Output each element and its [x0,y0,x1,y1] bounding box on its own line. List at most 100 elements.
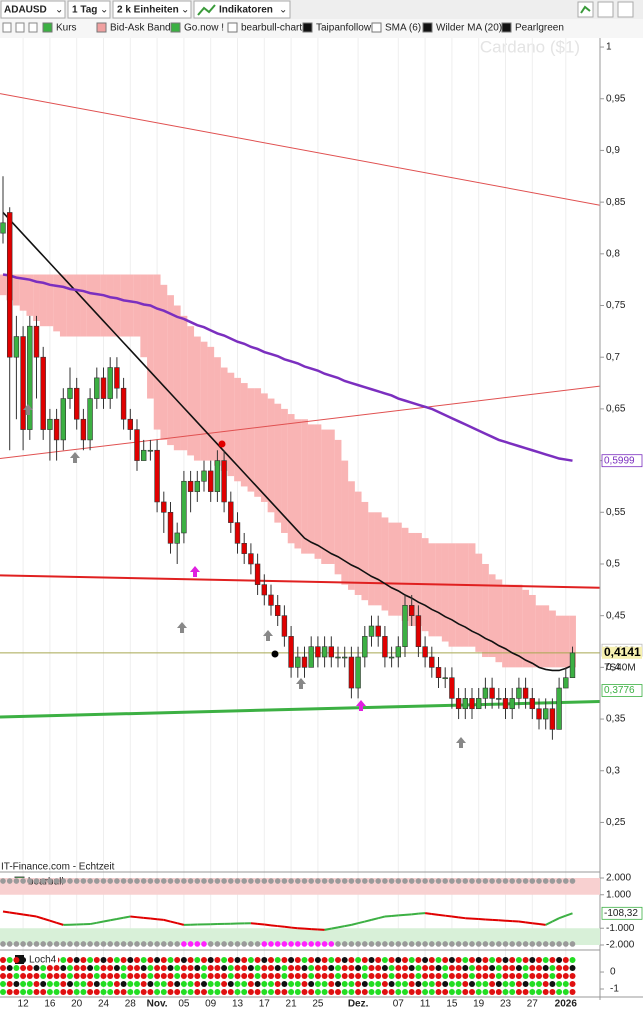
legend-entry[interactable]: Kurs [56,23,77,34]
loch-dot [382,981,388,987]
cloud-band [248,388,255,491]
loch-dot [101,981,107,987]
cloud-band [261,393,268,502]
loch-dot [570,973,576,979]
status-dot [429,941,435,947]
units[interactable]: 2 k Einheiten [117,5,179,16]
loch-dot [114,973,120,979]
loch-dot [94,957,100,963]
loch-dot [549,973,555,979]
loch-dot [523,957,529,963]
indicators[interactable]: Indikatoren [219,5,273,16]
status-dot [349,878,355,884]
candle-body [34,326,39,357]
loch-dot [288,965,294,971]
loch-dot [288,957,294,963]
loch-dot [355,973,361,979]
status-dot [422,941,428,947]
loch-dot [342,965,348,971]
loch-dot [462,981,468,987]
status-dot [469,878,475,884]
cloud-band [395,523,402,616]
loch-dot [563,973,569,979]
loch-dot [214,973,220,979]
x-tick-label: 16 [44,999,56,1010]
close-button[interactable] [618,2,633,17]
x-tick-label: 13 [232,999,244,1010]
candle-body [302,657,307,667]
x-tick-label: 12 [18,999,30,1010]
loch-dot [335,957,341,963]
status-dot [302,878,308,884]
status-dot [7,941,13,947]
legend-entry[interactable]: Bid-Ask Band [110,23,171,34]
loch-dot [395,989,401,995]
loch-dot [322,965,328,971]
loch-dot [181,989,187,995]
loch-dot [174,981,180,987]
loch-dot [87,965,93,971]
loch-dot [462,989,468,995]
oscillator-segment [23,915,30,916]
loch-dot [228,989,234,995]
cloud-band [522,590,529,668]
period[interactable]: 1 Tag [72,5,97,16]
x-tick-label: 23 [500,999,512,1010]
y-tick-label: -1 [610,984,619,995]
loch-dot [503,981,509,987]
loch-dot [503,989,509,995]
cloud-band [529,595,536,667]
candle-body [517,688,522,698]
candle-body [476,698,481,708]
loch-dot [570,957,576,963]
status-dot [483,878,489,884]
loch-dot [194,965,200,971]
loch-dot [496,989,502,995]
loch-dot [7,981,13,987]
status-dot [556,941,562,947]
cloud-band [475,554,482,652]
status-dot [402,878,408,884]
status-dot [20,941,26,947]
loch-dot [308,973,314,979]
loch-dot [174,965,180,971]
loch-dot [141,965,147,971]
y-tick-label: 0,3 [606,765,620,776]
loch-dot [523,989,529,995]
loch-dot [355,957,361,963]
status-dot [7,878,13,884]
status-dot [536,878,542,884]
legend-entry[interactable]: Pearlgreen [515,23,564,34]
cloud-band [562,616,569,668]
cloud-band [361,502,368,600]
refresh-button[interactable] [578,2,593,17]
loch-dot [462,973,468,979]
loch-dot [281,957,287,963]
status-dot [570,878,576,884]
loch-dot [40,965,46,971]
candle-body [490,688,495,698]
loch-dot [60,965,66,971]
legend-entry[interactable]: Wilder MA (20) [436,23,502,34]
loch-dot [154,989,160,995]
loch-dot [482,973,488,979]
status-dot [208,941,214,947]
symbol[interactable]: ADAUSD [4,5,47,16]
loch-dot [308,989,314,995]
legend-entry[interactable]: Taipanfollow [316,23,372,34]
x-tick-label: 07 [393,999,405,1010]
loch-dot [516,965,522,971]
loch-dot [469,981,475,987]
cloud-band [489,574,496,657]
status-dot [369,878,375,884]
loch-dot [67,989,73,995]
legend-entry[interactable]: SMA (6) [385,23,421,34]
status-dot [0,878,6,884]
status-dot [563,878,569,884]
loch-dot [362,957,368,963]
legend-entry[interactable]: bearbull-chart [241,23,302,34]
dropdown-arrow: ⌄ [100,5,108,16]
loch-dot [549,965,555,971]
legend-entry[interactable]: Go.now ! [184,23,224,34]
minimize-button[interactable] [598,2,613,17]
